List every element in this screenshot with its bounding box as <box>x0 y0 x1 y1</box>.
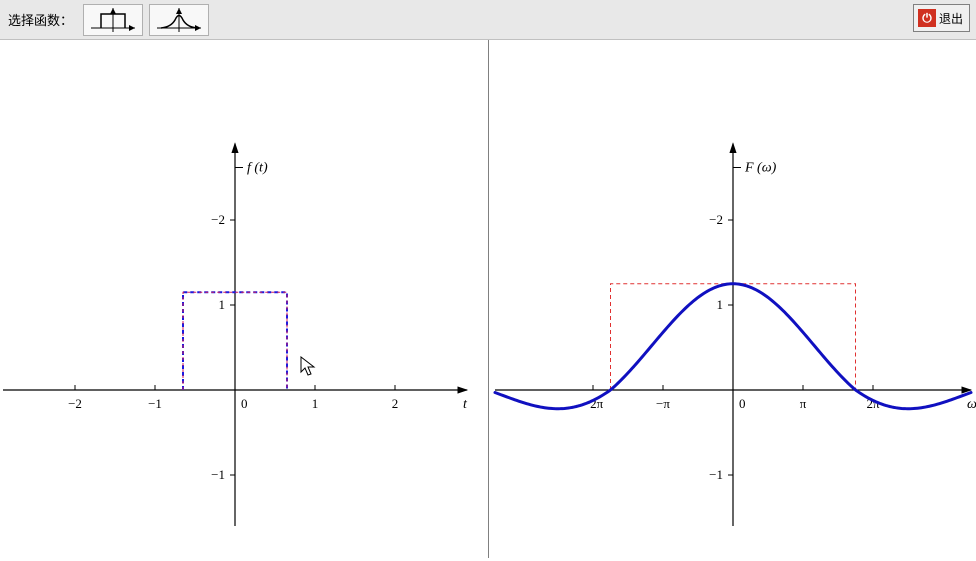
svg-text:−1: −1 <box>709 467 723 482</box>
svg-text:0: 0 <box>739 396 746 411</box>
rect-function-icon <box>89 6 137 34</box>
toolbar-label: 选择函数： <box>8 10 73 29</box>
svg-text:1: 1 <box>312 396 319 411</box>
bell-function-button[interactable] <box>149 4 209 36</box>
svg-text:−2: −2 <box>709 212 723 227</box>
svg-text:2: 2 <box>392 396 399 411</box>
power-icon: ⏻ <box>918 9 936 27</box>
svg-text:−2: −2 <box>211 212 225 227</box>
left-panel: −2 −1 0 1 2 −1 1 −2 t f (t) <box>0 40 488 558</box>
toolbar: 选择函数： ⏻ 退出 <box>0 0 976 40</box>
svg-text:−1: −1 <box>148 396 162 411</box>
left-chart: −2 −1 0 1 2 −1 1 −2 t f (t) <box>0 40 488 558</box>
svg-text:−2: −2 <box>68 396 82 411</box>
rect-function-button[interactable] <box>83 4 143 36</box>
plot-area: −2−1012−11−2tf (t) −2π−π0π2π−11−2ωF (ω) <box>0 40 976 558</box>
svg-text:π: π <box>800 396 807 411</box>
svg-text:f (t): f (t) <box>247 161 268 176</box>
svg-text:−1: −1 <box>211 467 225 482</box>
svg-text:1: 1 <box>717 297 724 312</box>
bell-function-icon <box>155 6 203 34</box>
svg-text:1: 1 <box>219 297 226 312</box>
svg-text:F (ω): F (ω) <box>744 161 777 176</box>
exit-button-label: 退出 <box>939 10 963 27</box>
svg-text:0: 0 <box>241 396 248 411</box>
right-chart: −2π−π0π2π−11−2ωF (ω) <box>488 40 976 558</box>
svg-text:ω: ω <box>967 397 976 412</box>
right-panel: −2π−π0π2π−11−2ωF (ω) <box>488 40 976 558</box>
svg-text:t: t <box>463 397 468 412</box>
svg-text:−π: −π <box>656 396 670 411</box>
exit-button[interactable]: ⏻ 退出 <box>913 4 970 32</box>
